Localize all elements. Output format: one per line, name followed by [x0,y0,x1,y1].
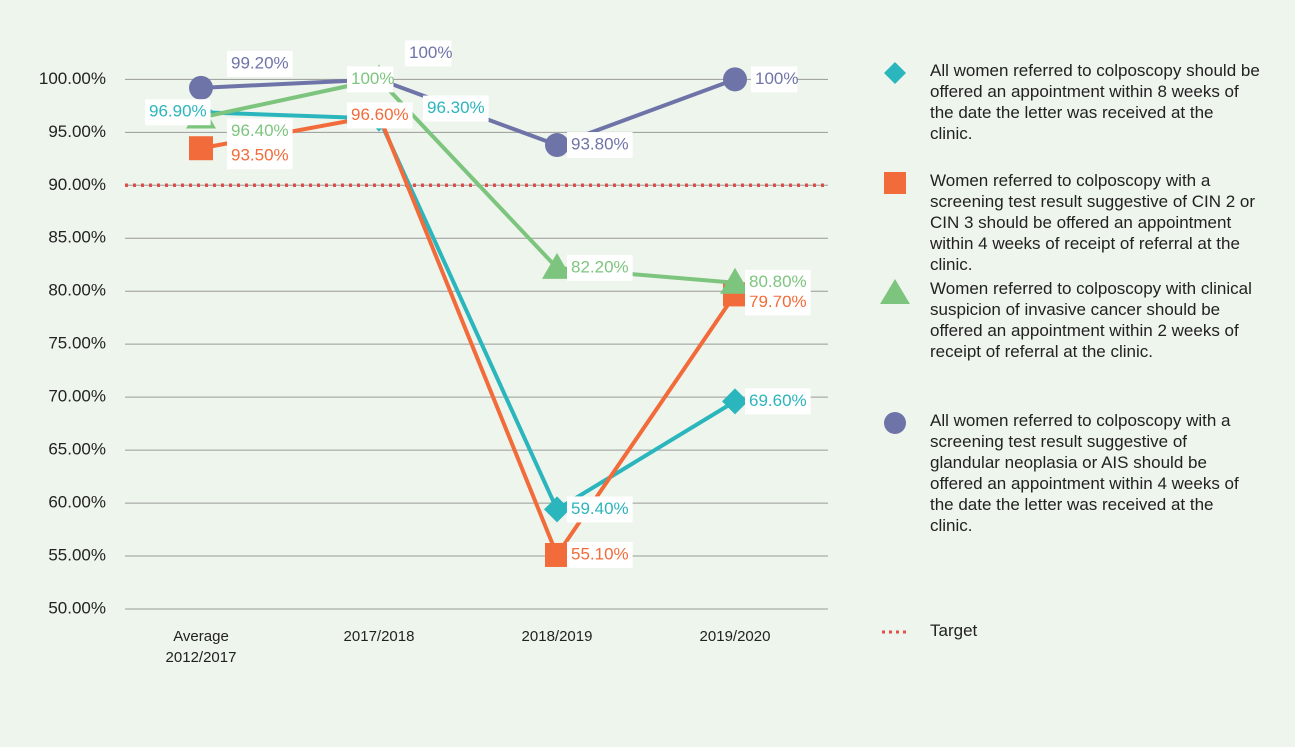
data-label: 96.90% [149,102,207,121]
series-line [200,113,737,560]
data-label-box [567,254,633,281]
y-tick-label: 50.00% [48,598,106,617]
data-label: 96.60% [351,105,409,124]
legend-marker [880,279,910,304]
x-tick-line: 2017/2018 [344,628,415,645]
data-label: 93.80% [571,135,629,154]
data-label-box [567,132,633,159]
legend-item: Target [880,620,1260,641]
y-tick-label: 70.00% [48,387,106,406]
x-tick-line: 2012/2017 [166,649,237,666]
y-tick-label: 75.00% [48,334,106,353]
marker [545,542,569,567]
legend-marker [884,172,906,194]
y-tick-label: 80.00% [48,281,106,300]
data-label-box [567,496,633,523]
x-tick-label: 2019/2020 [700,628,771,645]
legend-item: Women referred to colposcopy with clinic… [880,278,1260,362]
y-tick-label: 95.00% [48,122,106,141]
x-tick-line: 2018/2019 [522,628,593,645]
data-label: 93.50% [231,146,289,165]
data-label-box [745,388,811,415]
data-label: 79.70% [749,292,807,311]
marker [544,496,570,523]
legend-label: All women referred to colposcopy should … [930,61,1260,143]
y-tick-label: 100.00% [39,69,106,88]
x-tick-label: 2018/2019 [522,628,593,645]
x-tick-label: 2017/2018 [344,628,415,645]
x-tick-label: Average 2012/2017 [166,628,237,666]
marker [542,252,572,279]
legend-marker [882,630,910,634]
marker [722,388,748,415]
y-tick-label: 90.00% [48,175,106,194]
data-label: 100% [409,43,452,62]
x-tick-line: Average [173,628,229,645]
data-label: 100% [755,69,798,88]
marker [189,75,213,100]
legend-marker [884,62,906,84]
legend-label: Women referred to colposcopy with a scre… [930,171,1256,274]
legend-label: Target [930,621,978,640]
data-label: 100% [351,69,394,88]
marker [189,136,213,161]
legend-item: Women referred to colposcopy with a scre… [880,170,1260,275]
legend-item: All women referred to colposcopy with a … [880,410,1260,536]
series-line [200,110,737,513]
marker [720,267,750,294]
y-tick-label: 60.00% [48,493,106,512]
legend-label: All women referred to colposcopy with a … [930,411,1239,535]
data-label: 80.80% [749,272,807,291]
data-label-box [423,95,489,122]
y-tick-label: 85.00% [48,228,106,247]
data-label-box [567,541,633,568]
y-tick-label: 65.00% [48,440,106,459]
legend-item: All women referred to colposcopy should … [880,60,1260,144]
data-label: 59.40% [571,499,629,518]
marker [545,133,569,158]
data-label-box [347,66,394,93]
data-label: 99.20% [231,53,289,72]
data-label: 96.40% [231,121,289,140]
data-label-box [347,102,413,129]
marker [723,67,747,92]
data-label-box [227,118,293,145]
data-label: 55.10% [571,544,629,563]
data-label-box [405,40,452,67]
series-line [200,77,736,285]
data-label-box [227,50,293,77]
legend-marker [884,412,906,434]
data-label-box [227,143,293,170]
x-tick-line: 2019/2020 [700,628,771,645]
data-label: 96.30% [427,98,485,117]
data-label: 69.60% [749,391,807,410]
data-label-box [751,66,798,93]
data-label-box [745,269,811,296]
y-tick-label: 55.00% [48,546,106,565]
legend-label: Women referred to colposcopy with clinic… [930,279,1252,361]
data-label-box [145,99,211,126]
data-label: 82.20% [571,257,629,276]
